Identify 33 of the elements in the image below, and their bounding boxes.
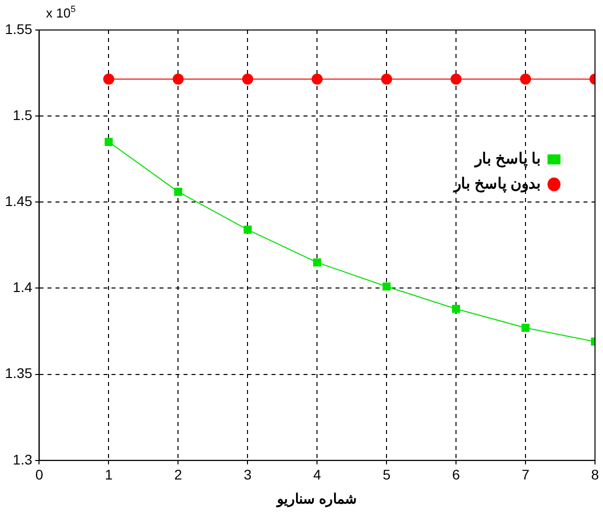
point xyxy=(450,74,462,85)
point xyxy=(313,258,322,266)
y-tick-label: 1.4 xyxy=(12,279,32,296)
x-tick-label: 0 xyxy=(35,466,44,483)
x-tick-label: 1 xyxy=(104,466,113,483)
legend-label: با پاسخ بار xyxy=(474,150,540,169)
point xyxy=(174,188,182,196)
x-tick-label: 4 xyxy=(313,466,322,483)
x-tick-label: 2 xyxy=(174,466,182,483)
x-tick-label: 3 xyxy=(244,466,252,483)
y-tick-label: 1.55 xyxy=(5,20,32,37)
point xyxy=(520,74,532,85)
point xyxy=(452,304,460,313)
point xyxy=(172,74,184,85)
x-tick-label: 5 xyxy=(382,466,391,483)
y-tick-label: 1.45 xyxy=(5,193,32,210)
y-tick-label: 1.3 xyxy=(12,451,32,468)
point xyxy=(242,74,254,85)
x-tick-label: 8 xyxy=(591,466,600,483)
point xyxy=(521,324,530,332)
point xyxy=(244,226,252,234)
x-axis-title: شماره سناريو xyxy=(276,490,358,508)
point xyxy=(104,138,113,146)
y-tick-label: 1.35 xyxy=(5,365,32,382)
legend-label: بدون پاسخ بار xyxy=(453,176,540,194)
point xyxy=(312,74,323,85)
x-tick-label: 7 xyxy=(522,466,530,483)
x-tick-label: 6 xyxy=(452,466,460,483)
text: x 10$^{5}$ xyxy=(46,4,76,20)
point xyxy=(381,74,392,85)
point xyxy=(103,74,114,85)
point xyxy=(382,282,391,291)
y-tick-label: 1.5 xyxy=(12,106,32,123)
